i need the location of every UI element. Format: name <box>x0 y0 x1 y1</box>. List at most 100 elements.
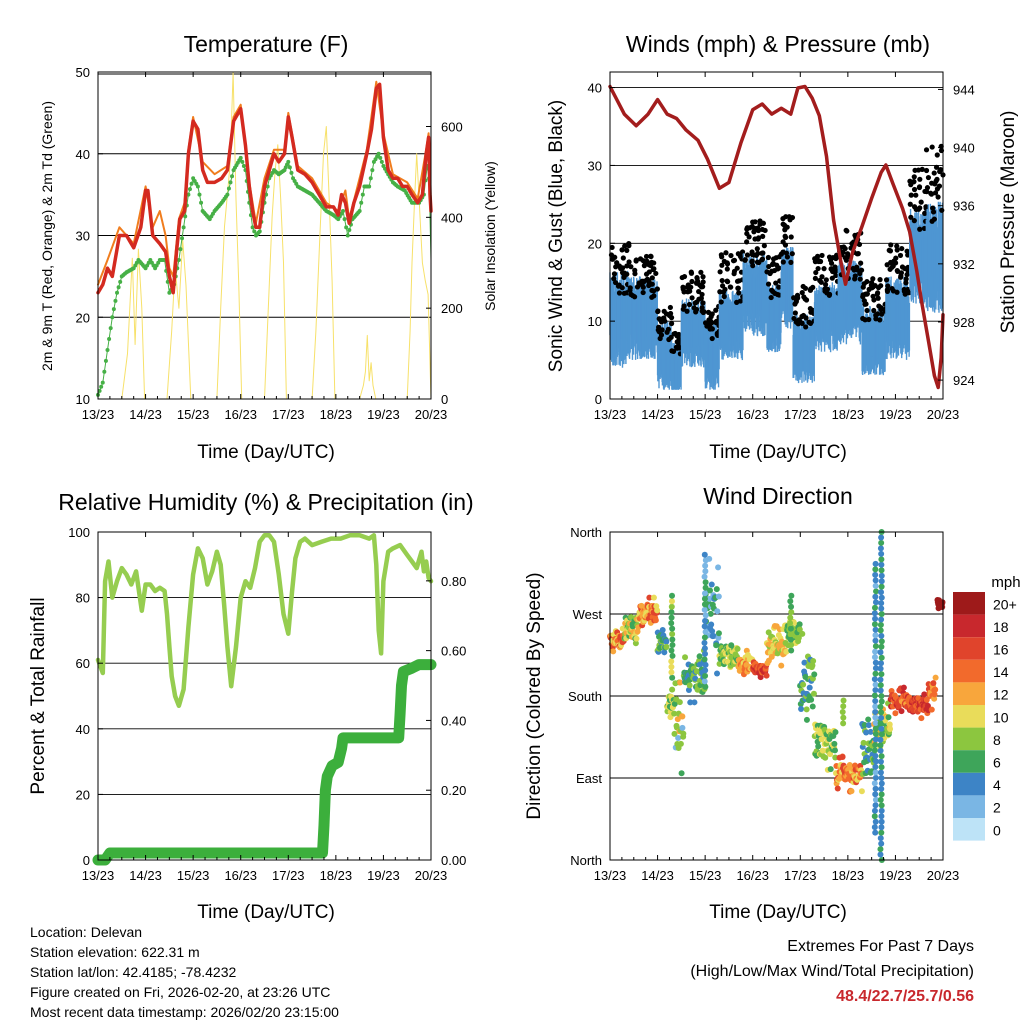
gust-point <box>681 289 687 295</box>
wind-direction-point <box>871 824 878 831</box>
wind-direction-point <box>632 640 639 647</box>
y-tick-label: 0 <box>83 853 90 868</box>
wind-direction-point <box>878 578 885 585</box>
wind-direction-point <box>877 676 884 683</box>
gust-point <box>930 205 936 211</box>
wind-direction-point <box>800 681 807 688</box>
wind-direction-point <box>679 713 686 720</box>
gust-point <box>895 268 901 275</box>
wind-direction-point <box>809 703 816 710</box>
gust-point <box>761 243 767 249</box>
wind-direction-point <box>788 641 795 648</box>
y-tick-label: 40 <box>76 722 90 737</box>
x-tick-label: 17/23 <box>272 407 305 422</box>
gust-point <box>700 300 706 306</box>
wind-direction-point <box>878 775 885 781</box>
gust-point <box>894 289 900 295</box>
gust-point <box>873 312 879 318</box>
gust-point <box>862 291 869 297</box>
dewpoint-point <box>113 298 118 303</box>
x-tick-label: 14/23 <box>641 868 674 883</box>
wind-direction-point <box>610 648 617 655</box>
gust-point <box>788 259 794 266</box>
wind-direction-point <box>702 557 709 564</box>
y-tick-label: 30 <box>76 229 90 244</box>
y-tick-label: 30 <box>588 158 602 173</box>
wind-direction-point <box>701 639 708 646</box>
wind-direction-point <box>877 682 884 689</box>
gust-point <box>874 290 881 296</box>
dewpoint-point <box>368 176 373 181</box>
wind-direction-point <box>819 747 826 754</box>
gust-point <box>929 144 935 150</box>
gust-point <box>744 226 750 232</box>
dewpoint-point <box>240 159 245 164</box>
wind-direction-point <box>871 807 878 814</box>
gust-point <box>680 284 686 290</box>
wind-direction-point <box>768 653 775 660</box>
wind-direction-point <box>661 649 668 656</box>
wind-direction-point <box>878 753 885 760</box>
wind-direction-point <box>848 788 855 795</box>
gust-point <box>917 176 923 182</box>
gust-point <box>693 309 699 315</box>
wind-direction-point <box>932 674 939 681</box>
speed-legend-title: mph <box>991 574 1020 591</box>
dewpoint-point <box>241 164 246 169</box>
dewpoint-point <box>118 279 123 284</box>
wind-direction-point <box>878 829 885 836</box>
humidity-x-axis-label: Time (Day/UTC) <box>197 902 335 923</box>
gust-point <box>709 311 715 317</box>
wind-direction-point <box>931 695 938 702</box>
humidity-plot-frame <box>97 531 432 861</box>
x-tick-label: 16/23 <box>224 868 257 883</box>
gust-point <box>933 178 939 184</box>
wind-direction-point <box>788 647 795 654</box>
wind-direction-point <box>831 740 838 747</box>
wind-direction-point <box>818 736 825 743</box>
dewpoint-point <box>230 174 235 179</box>
wind-direction-point <box>715 593 722 600</box>
gust-point <box>767 270 773 277</box>
wind-direction-point <box>654 607 661 614</box>
wind-direction-point <box>702 672 709 679</box>
gust-point <box>907 201 913 207</box>
temperature-x-axis-label: Time (Day/UTC) <box>197 442 335 463</box>
dewpoint-point <box>180 236 185 241</box>
wind-direction-point <box>871 780 878 787</box>
gust-point <box>618 266 624 272</box>
wind-direction-point <box>708 621 715 628</box>
gust-point <box>923 167 930 174</box>
gust-point <box>650 266 656 273</box>
x-tick-label: 19/23 <box>879 868 912 883</box>
gust-point <box>928 191 935 197</box>
y2-tick-label: 400 <box>441 210 463 225</box>
legend-swatch <box>953 682 985 705</box>
wind-direction-point <box>701 645 708 652</box>
wind-direction-point <box>696 653 703 660</box>
y-tick-label: 40 <box>76 147 90 162</box>
dewpoint-point <box>370 168 375 173</box>
y2-tick-label: 200 <box>441 301 463 316</box>
wind-direction-point <box>872 560 879 567</box>
wind-direction-point <box>810 657 817 664</box>
wind-direction-point <box>806 684 813 691</box>
gust-point <box>877 317 883 323</box>
y-tick-label: 80 <box>76 591 90 606</box>
gust-point <box>778 251 784 257</box>
y-tick-label: 60 <box>76 656 90 671</box>
gust-point <box>723 250 729 256</box>
gust-point <box>906 290 912 296</box>
gust-point <box>800 312 807 319</box>
dewpoint-point <box>195 184 200 189</box>
wind-direction-point <box>796 626 803 633</box>
wind-direction-point <box>702 661 709 668</box>
wind-direction-point <box>702 667 709 674</box>
dewpoint-point <box>226 186 231 191</box>
wind-direction-point <box>878 632 885 639</box>
wind-direction-point <box>872 719 879 726</box>
gust-point <box>688 270 695 276</box>
y2-tick-label: 0.80 <box>441 574 466 589</box>
gust-point <box>616 290 623 296</box>
wind-direction-point <box>668 614 675 621</box>
